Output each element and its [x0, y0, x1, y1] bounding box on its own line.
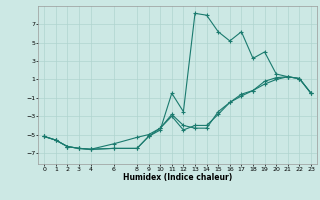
X-axis label: Humidex (Indice chaleur): Humidex (Indice chaleur)	[123, 173, 232, 182]
